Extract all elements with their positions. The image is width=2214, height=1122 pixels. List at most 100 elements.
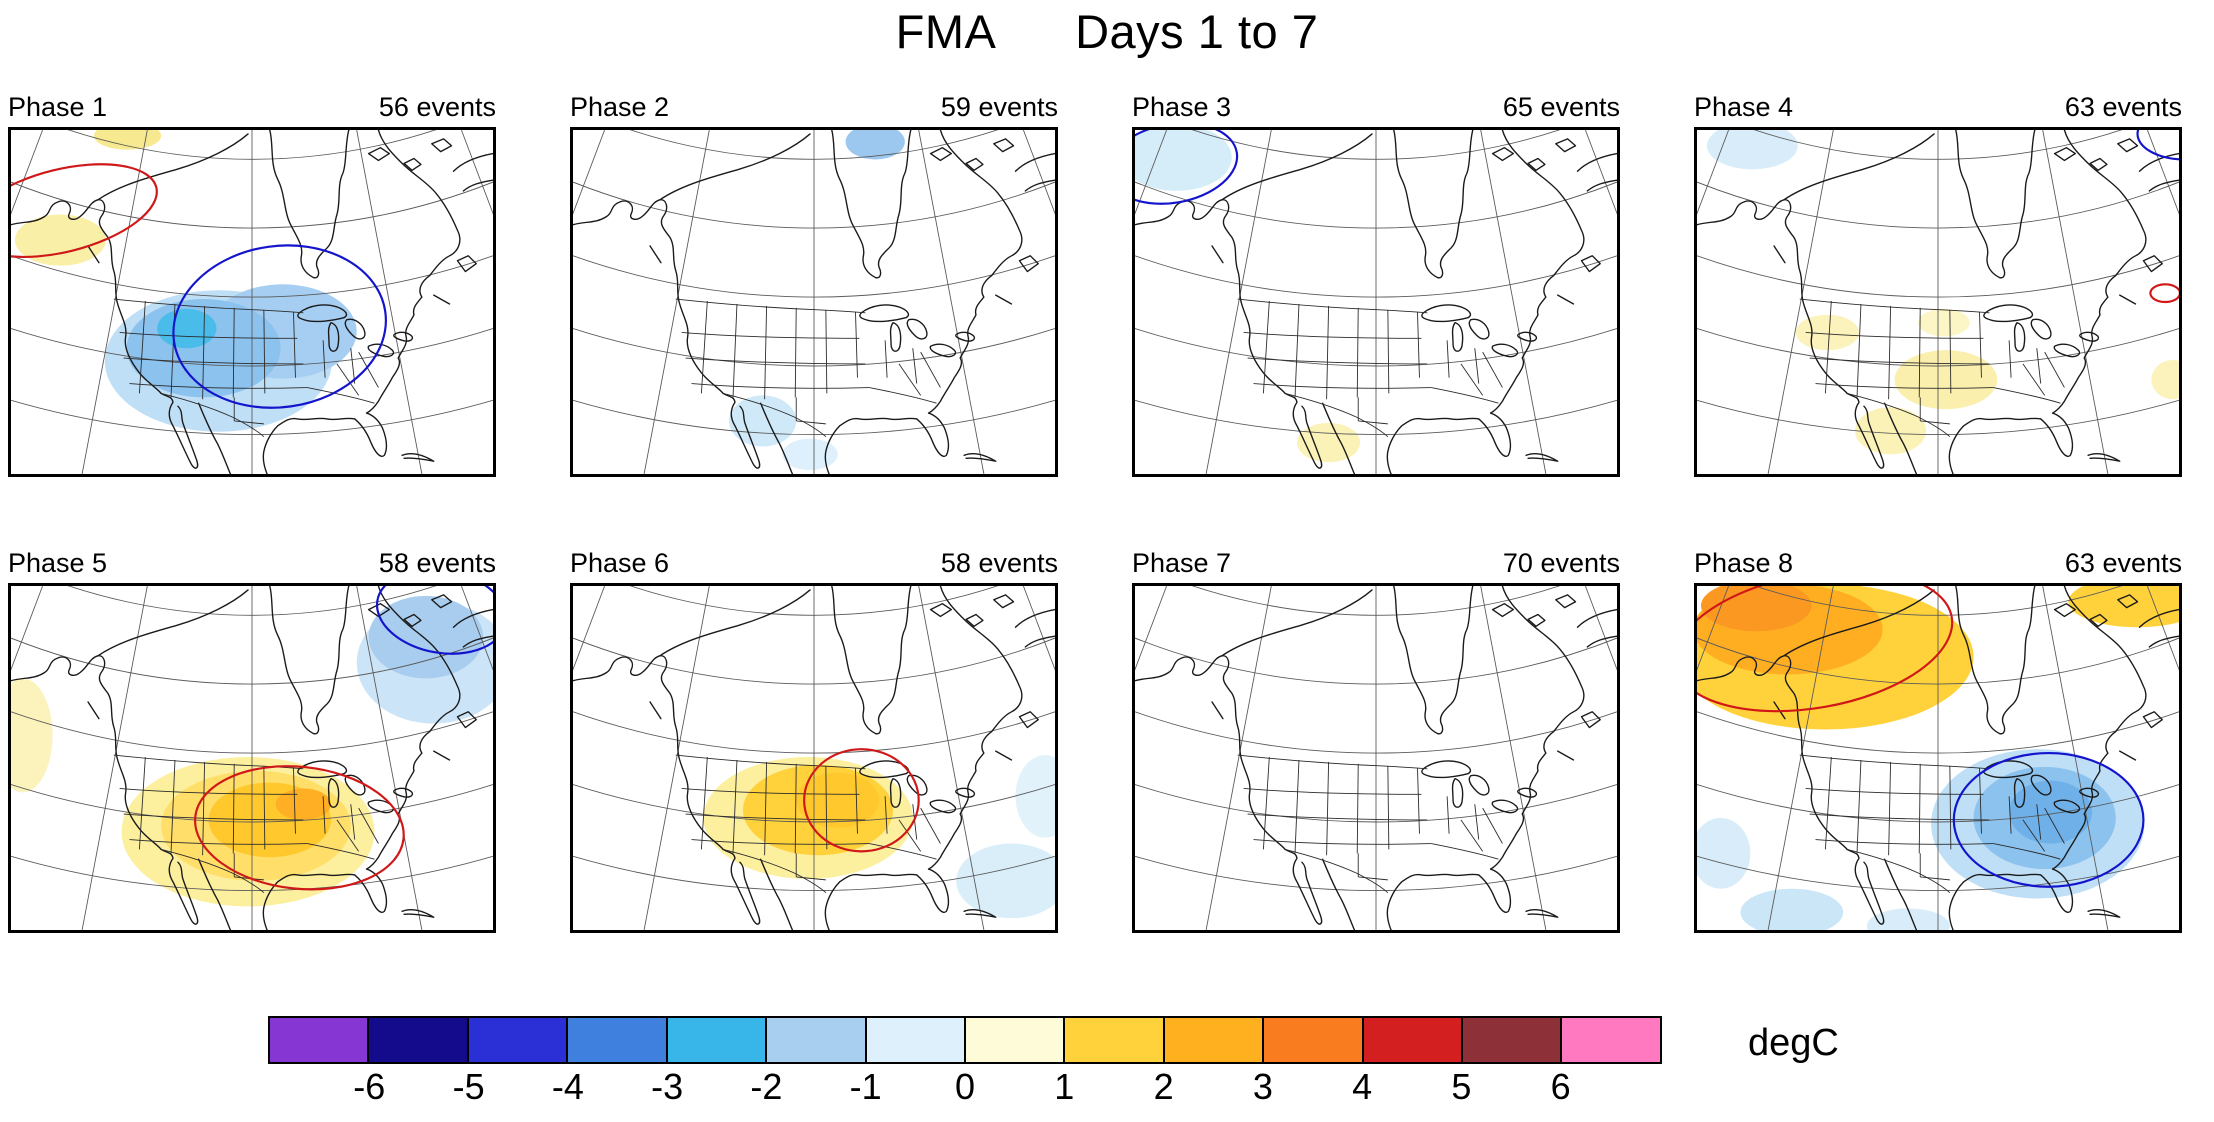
panel-phase-label: Phase 1 (8, 92, 108, 122)
state-borders (1799, 298, 2065, 437)
significance-contours (1135, 130, 1239, 205)
anomaly-patch (2151, 359, 2179, 400)
panel-events-label: 65 events (1502, 92, 1620, 122)
colorbar-tick-label: -5 (452, 1066, 485, 1107)
coastlines (573, 586, 1055, 930)
anomaly-patch (1700, 586, 1812, 632)
map-panel: Phase 8 63 events (1694, 548, 2182, 933)
anomaly-patch (1795, 314, 1859, 351)
panel-events-label: 63 events (2064, 548, 2182, 578)
anomaly-patch (1894, 350, 1998, 410)
significance-contour (1952, 752, 2145, 888)
panel-header: Phase 3 65 events (1132, 92, 1620, 122)
panel-events-label: 59 events (940, 92, 1058, 122)
map-panel: Phase 3 65 events (1132, 92, 1620, 477)
significance-contour (172, 244, 387, 409)
anomaly-patch (1015, 755, 1055, 838)
panel-phase-label: Phase 4 (1694, 92, 1794, 122)
anomaly-patch (782, 438, 838, 471)
colorbar-segment (468, 1018, 569, 1062)
panel-header: Phase 2 59 events (570, 92, 1058, 122)
colorbar-segment (1562, 1018, 1660, 1062)
colorbar-tick-label: -6 (353, 1066, 386, 1107)
colorbar-tick-label: 3 (1252, 1066, 1273, 1107)
graticule (1697, 586, 2179, 930)
anomaly-patch (1135, 130, 1232, 191)
anomaly-fills (14, 130, 357, 432)
anomaly-patch (14, 214, 106, 266)
anomaly-patch (1296, 422, 1361, 463)
state-borders (113, 298, 379, 437)
colorbar-tick-label: 2 (1153, 1066, 1174, 1107)
anomaly-fills (1697, 586, 2179, 930)
anomaly-patch (1918, 308, 1970, 337)
map-phase-8 (1694, 583, 2182, 933)
graticule (1135, 586, 1617, 930)
colorbar-segment (568, 1018, 668, 1062)
coastlines (1135, 586, 1617, 930)
significance-contour (194, 765, 405, 891)
graticule (573, 586, 1055, 930)
coastlines (11, 130, 493, 474)
significance-contour (11, 163, 158, 259)
colorbar-tick-label: -4 (551, 1066, 584, 1107)
map-phase-7 (1132, 583, 1620, 933)
map-panel: Phase 4 63 events (1694, 92, 2182, 477)
map-phase-4 (1694, 127, 2182, 477)
colorbar-segment (667, 1018, 768, 1062)
panel-phase-label: Phase 8 (1694, 548, 1794, 578)
graticule (11, 130, 493, 474)
panel-header: Phase 5 58 events (8, 548, 496, 578)
state-borders (1237, 298, 1503, 437)
map-phase-1 (8, 127, 496, 477)
coastlines (11, 586, 493, 930)
colorbar-segment (1065, 1018, 1165, 1062)
significance-contours (803, 748, 920, 853)
colorbar-tick-label: 5 (1451, 1066, 1472, 1107)
anomaly-patch (2068, 586, 2179, 628)
colorbar-segment (1164, 1018, 1265, 1062)
coastlines (1697, 130, 2179, 474)
panel-events-label: 70 events (1502, 548, 1620, 578)
colorbar-tick-label: 0 (954, 1066, 976, 1107)
coastlines (573, 130, 1055, 474)
panel-header: Phase 4 63 events (1694, 92, 2182, 122)
anomaly-fills (11, 595, 493, 907)
panel-phase-label: Phase 3 (1132, 92, 1232, 122)
state-borders (675, 298, 941, 437)
colorbar-segment (1363, 1018, 1464, 1062)
map-phase-6 (570, 583, 1058, 933)
panel-events-label: 58 events (940, 548, 1058, 578)
colorbar-segment (1264, 1018, 1364, 1062)
map-panel: Phase 6 58 events (570, 548, 1058, 933)
anomaly-patch (1740, 888, 1844, 930)
colorbar-tick-label: -2 (750, 1066, 783, 1107)
panel-header: Phase 6 58 events (570, 548, 1058, 578)
panel-phase-label: Phase 7 (1132, 548, 1232, 578)
panel-header: Phase 1 56 events (8, 92, 496, 122)
map-phase-5 (8, 583, 496, 933)
colorbar-tick-label: -1 (849, 1066, 882, 1107)
significance-contour (803, 748, 920, 853)
anomaly-patch (1706, 130, 1798, 170)
significance-contour (375, 586, 493, 655)
panel-header: Phase 8 63 events (1694, 548, 2182, 578)
colorbar-segment (369, 1018, 469, 1062)
state-borders (675, 754, 941, 893)
panel-events-label: 56 events (378, 92, 496, 122)
figure-title: FMA Days 1 to 7 (895, 5, 1319, 58)
significance-contours (11, 163, 387, 409)
anomaly-patch (275, 788, 332, 820)
anomaly-patch (796, 772, 880, 828)
anomaly-patch (1866, 908, 1950, 930)
graticule (1135, 130, 1617, 474)
graticule (573, 130, 1055, 474)
colorbar-ticks: -6 -5 -4 -3 -2 -1 0 1 2 3 4 5 6 (268, 1066, 1662, 1108)
panel-events-label: 63 events (2064, 92, 2182, 122)
panel-events-label: 58 events (378, 548, 496, 578)
map-phase-2 (570, 127, 1058, 477)
graticule (1697, 130, 2179, 474)
anomaly-patch (1697, 817, 1751, 889)
map-panel: Phase 7 70 events (1132, 548, 1620, 933)
